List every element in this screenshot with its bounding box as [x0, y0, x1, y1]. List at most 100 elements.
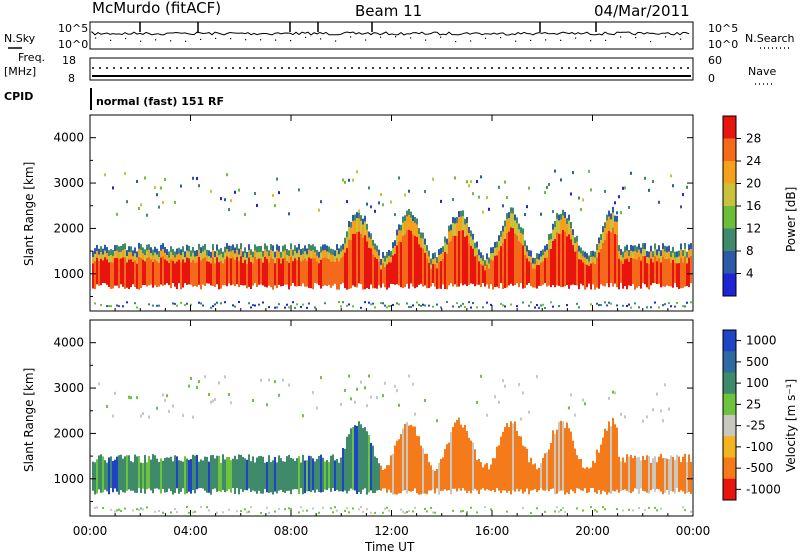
velocity-cell — [116, 456, 118, 492]
power-cell — [424, 304, 426, 307]
power-cell — [280, 257, 282, 264]
power-cell — [382, 263, 384, 284]
power-cell — [184, 304, 186, 307]
power-cell — [402, 222, 404, 236]
power-cell — [648, 188, 650, 192]
power-cell — [568, 234, 570, 289]
power-cell — [124, 172, 126, 176]
power-cell — [456, 222, 458, 236]
power-cell — [272, 258, 274, 290]
power-cell — [182, 246, 184, 253]
velocity-cell — [424, 398, 426, 402]
velocity-cell — [228, 393, 230, 397]
power-cell — [274, 257, 276, 264]
power-cell — [260, 251, 262, 259]
velocity-cell — [288, 507, 290, 510]
velocity-cell — [658, 456, 660, 490]
power-cell — [390, 200, 392, 204]
noise-search-point — [320, 38, 322, 40]
velocity-cell — [366, 431, 368, 495]
power-cell — [138, 248, 140, 258]
power-cell — [174, 263, 176, 287]
power-cell — [550, 239, 552, 249]
velocity-cell — [210, 400, 212, 404]
power-cell — [470, 180, 472, 184]
velocity-cell — [560, 420, 562, 491]
power-cell — [254, 256, 256, 284]
velocity-cell — [520, 436, 522, 490]
power-cell — [650, 251, 652, 259]
power-cell — [664, 245, 666, 252]
power-cell — [180, 301, 182, 304]
power-cell — [552, 229, 554, 241]
velocity-cell — [672, 456, 674, 492]
power-cell — [660, 256, 662, 263]
power-cell — [284, 257, 286, 285]
power-cell — [470, 306, 472, 309]
velocity-cell — [114, 391, 116, 395]
velocity-cell — [462, 510, 464, 513]
velocity-cell — [590, 467, 592, 489]
colorbar-swatch — [723, 351, 736, 373]
power-cell — [476, 180, 478, 184]
power-cell — [564, 218, 566, 232]
power-cell — [234, 305, 236, 308]
velocity-cell — [212, 399, 214, 403]
noise-search-point — [455, 40, 457, 43]
power-cell — [666, 252, 668, 260]
power-cell — [568, 214, 570, 221]
power-cell — [542, 261, 544, 285]
power-cell — [368, 301, 370, 304]
power-cell — [528, 256, 530, 262]
power-cell — [120, 258, 122, 285]
power-cell — [614, 221, 616, 234]
velocity-cell — [546, 452, 548, 490]
power-cell — [296, 260, 298, 287]
velocity-cell — [348, 374, 350, 378]
power-cell — [554, 227, 556, 240]
power-cell — [660, 250, 662, 257]
power-cell — [346, 247, 348, 290]
velocity-cell — [248, 510, 250, 513]
power-cell — [212, 305, 214, 308]
noise-search-point — [260, 39, 262, 41]
power-cell — [428, 304, 430, 307]
noise-search-point — [470, 40, 472, 42]
power-cell — [172, 302, 174, 305]
velocity-cell — [384, 507, 386, 510]
power-cell — [208, 250, 210, 257]
noise-tick-right-top: 10^5 — [708, 22, 738, 35]
velocity-cell — [424, 507, 426, 510]
power-cell — [676, 257, 678, 264]
station-title: McMurdo (fitACF) — [92, 0, 221, 17]
power-cell — [116, 244, 118, 251]
power-cell — [390, 262, 392, 284]
power-cell — [436, 268, 438, 290]
velocity-cell — [596, 449, 598, 494]
velocity-cell — [152, 454, 154, 494]
velocity-cell — [322, 457, 324, 493]
power-cell — [610, 232, 612, 283]
power-cell — [282, 258, 284, 287]
velocity-cell — [334, 506, 336, 509]
power-cell — [426, 258, 428, 289]
velocity-cell — [118, 455, 120, 495]
power-cell — [110, 255, 112, 262]
colorbar-swatch — [723, 251, 736, 274]
velocity-cell — [240, 510, 242, 513]
power-cell — [214, 257, 216, 264]
power-cell — [258, 303, 260, 306]
power-cell — [332, 249, 334, 256]
velocity-cell — [154, 510, 156, 513]
power-cell — [446, 244, 448, 254]
power-cell — [632, 258, 634, 285]
velocity-cell — [476, 460, 478, 491]
colorbar-swatch — [723, 183, 736, 207]
velocity-cell — [268, 511, 270, 514]
power-cell — [156, 261, 158, 288]
power-cell — [684, 305, 686, 308]
velocity-cell — [388, 465, 390, 490]
power-cell — [164, 246, 166, 253]
